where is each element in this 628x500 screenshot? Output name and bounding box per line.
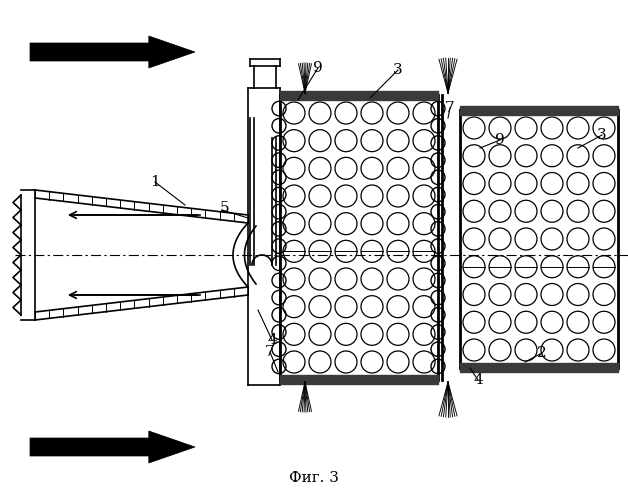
- Text: 9: 9: [313, 61, 323, 75]
- Text: Фиг. 3: Фиг. 3: [289, 471, 339, 485]
- Polygon shape: [30, 431, 195, 463]
- Text: 4: 4: [267, 333, 277, 347]
- Text: 5: 5: [220, 201, 230, 215]
- Text: 2: 2: [537, 346, 547, 360]
- Polygon shape: [30, 36, 195, 68]
- Text: 1: 1: [150, 175, 160, 189]
- Text: 7: 7: [265, 345, 275, 359]
- Text: 4: 4: [473, 373, 483, 387]
- Text: 3: 3: [393, 63, 403, 77]
- Text: 7: 7: [445, 101, 455, 115]
- Text: 9: 9: [495, 133, 505, 147]
- Text: 3: 3: [597, 128, 607, 142]
